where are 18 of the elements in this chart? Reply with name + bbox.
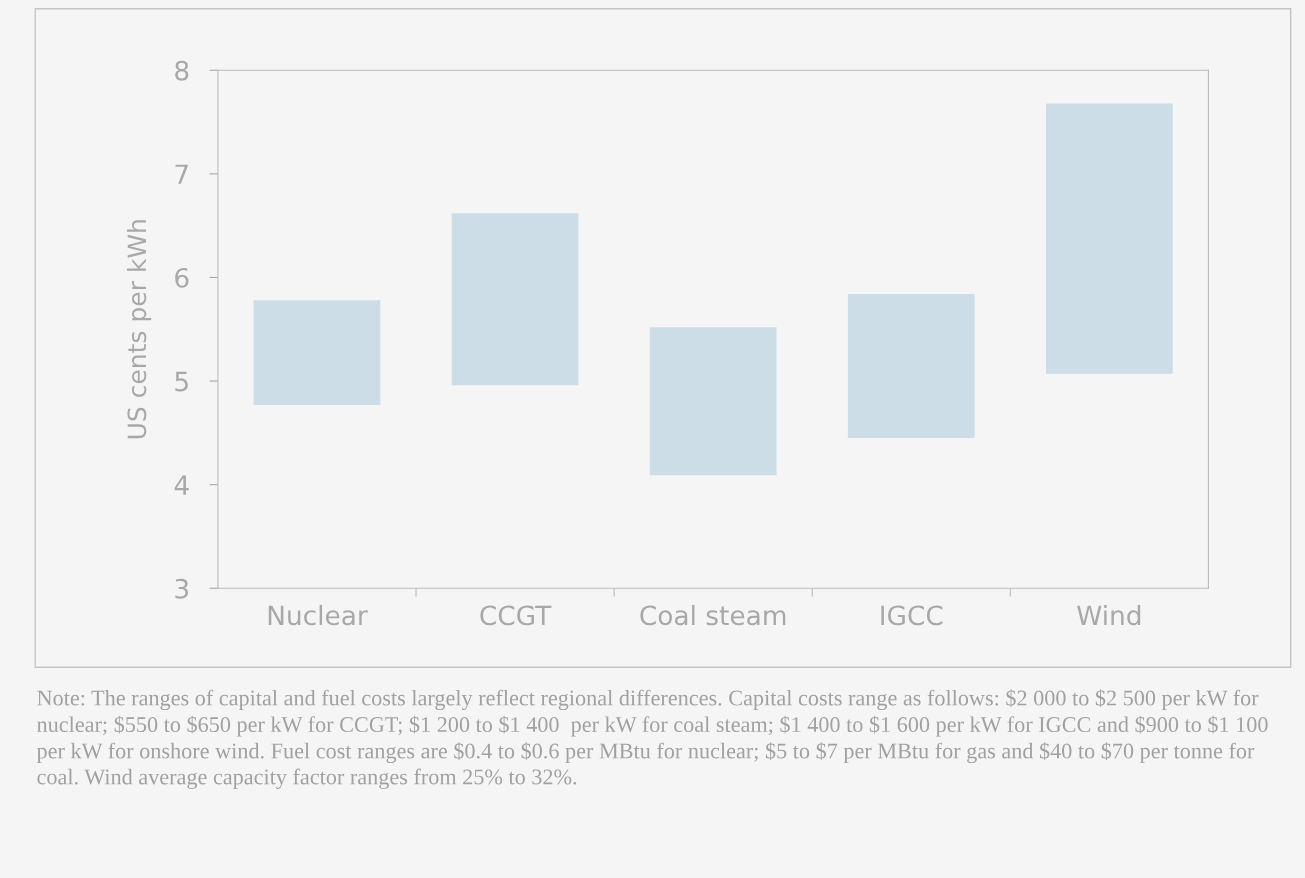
x-tick-label: Coal steam xyxy=(640,604,786,626)
y-tick-label: 4 xyxy=(174,475,189,495)
bar xyxy=(649,327,777,476)
bar xyxy=(1045,103,1173,374)
x-tick-label: CCGT xyxy=(480,605,552,626)
bar xyxy=(847,294,975,439)
y-tick-label: 6 xyxy=(175,267,189,288)
y-tick-label: 3 xyxy=(175,578,189,599)
y-axis-title: US cents per kWh xyxy=(126,220,152,439)
y-tick-label: 5 xyxy=(175,371,188,392)
y-tick-label: 8 xyxy=(175,60,189,81)
x-tick-label: IGCC xyxy=(881,605,943,626)
text: Note: The ranges of capital and fuel costs largely reflect regional differences. Capital costs range as follows: $2 000 to $2 500 per kW for nuclear; $550 to $650 per kW for CCGT; $1 200 to $1 400 per kW for coal steam; $1 400 to $1 600 per kW for IGCC and $900 to $1 100 per kW for onshore wind. Fuel cost ranges are $0.4 to $0.6 per MBtu for nuclear; $5 to $7 per MBtu for gas and $40 to $70 per tonne for coal. Wind average capacity factor ranges from 25% to 32%. xyxy=(36,689,1268,789)
x-tick-label: Wind xyxy=(1077,604,1141,626)
y-tick-label: 7 xyxy=(175,164,188,184)
bar xyxy=(253,300,381,405)
x-tick-label: Nuclear xyxy=(268,604,368,626)
bar xyxy=(451,213,579,386)
